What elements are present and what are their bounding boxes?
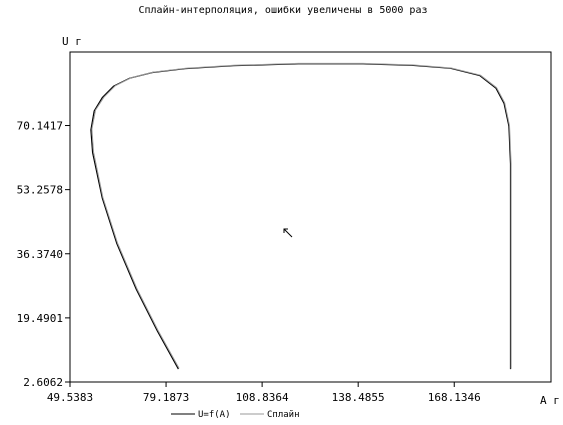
x-tick-label: 108.8364 [236, 391, 289, 404]
mouse-cursor-icon [283, 228, 293, 238]
legend-entry-spline: Сплайн [267, 410, 300, 420]
legend-entry-u: U=f(A) [198, 410, 231, 420]
y-tick-label: 36.3740 [17, 248, 63, 261]
y-tick-label: 19.4901 [17, 312, 63, 325]
x-axis-label: A г [540, 394, 560, 407]
chart-title: Сплайн-интерполяция, ошибки увеличены в … [139, 4, 428, 16]
y-axis-label: U г [62, 35, 82, 48]
x-tick-label: 168.1346 [428, 391, 481, 404]
x-tick-label: 138.4855 [332, 391, 385, 404]
x-tick-label: 49.5383 [47, 391, 93, 404]
y-tick-label: 53.2578 [17, 184, 63, 197]
y-tick-label: 70.1417 [17, 120, 63, 133]
x-tick-label: 79.1873 [143, 391, 189, 404]
series-line-u [90, 63, 512, 370]
y-tick-label: 2.6062 [23, 376, 63, 389]
plot-frame [69, 51, 552, 383]
series-line-spline [91, 62, 512, 369]
legend: U=f(A) Сплайн [171, 410, 300, 420]
